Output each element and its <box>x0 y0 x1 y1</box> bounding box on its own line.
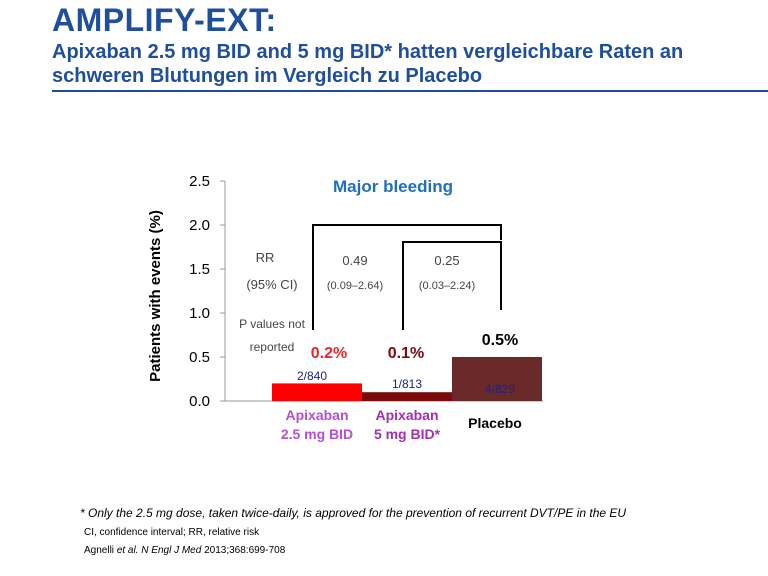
rr-value-2: 0.25 <box>434 253 459 268</box>
reference-journal: et al. N Engl J Med <box>116 545 202 556</box>
y-tick-label: 0.0 <box>189 393 210 410</box>
reference-author: Agnelli <box>84 545 117 556</box>
category-label-1-line2: 2.5 mg BID <box>281 426 353 442</box>
y-tick-label: 1.0 <box>189 305 210 322</box>
y-tick-label: 1.5 <box>189 261 210 278</box>
p-value-note: P values not <box>239 317 305 331</box>
category-label-3: Placebo <box>468 415 522 431</box>
value-label-1: 0.2% <box>311 345 347 362</box>
rr-ci-value-2: (0.03–2.24) <box>419 280 475 292</box>
category-label-2: Apixaban <box>375 407 438 423</box>
chart-title: Major bleeding <box>333 177 453 196</box>
rr-value-1: 0.49 <box>342 253 367 268</box>
footnote-abbreviations: CI, confidence interval; RR, relative ri… <box>84 527 260 538</box>
value-label-3: 0.5% <box>482 332 518 349</box>
y-axis-label: Patients with events (%) <box>147 210 164 382</box>
footnote-approval: * Only the 2.5 mg dose, taken twice-dail… <box>80 506 627 520</box>
count-label-3: 4/829 <box>485 382 515 396</box>
rr-bracket-low-dose <box>312 224 502 330</box>
rr-label: RR <box>256 250 275 265</box>
bar-1 <box>272 383 362 401</box>
category-label-1: Apixaban <box>285 407 348 423</box>
bar-3 <box>452 357 542 401</box>
y-tick-label: 2.0 <box>189 217 210 234</box>
y-tick-label: 0.5 <box>189 349 210 366</box>
category-label-2-line2: 5 mg BID* <box>374 426 441 442</box>
rr-ci-value-1: (0.09–2.64) <box>327 280 383 292</box>
page-subtitle: Apixaban 2.5 mg BID and 5 mg BID* hatten… <box>52 41 684 87</box>
count-label-1: 2/840 <box>297 369 327 383</box>
value-label-2: 0.1% <box>388 345 424 362</box>
reference-citation: 2013;368:699-708 <box>201 545 286 556</box>
p-value-note-line2: reported <box>250 340 295 354</box>
rr-ci-label: (95% CI) <box>246 277 297 292</box>
title-underline <box>52 90 768 92</box>
footnote-reference: Agnelli et al. N Engl J Med 2013;368:699… <box>84 545 285 556</box>
major-bleeding-chart: Major bleeding 0.0 0.5 1.0 1.5 2.0 2.5 Patients… <box>147 173 543 442</box>
rr-bracket-high-dose <box>402 241 502 330</box>
bar-2 <box>362 392 452 401</box>
page-title: AMPLIFY-EXT: <box>52 2 277 38</box>
count-label-2: 1/813 <box>392 377 422 391</box>
y-tick-label: 2.5 <box>189 173 210 190</box>
